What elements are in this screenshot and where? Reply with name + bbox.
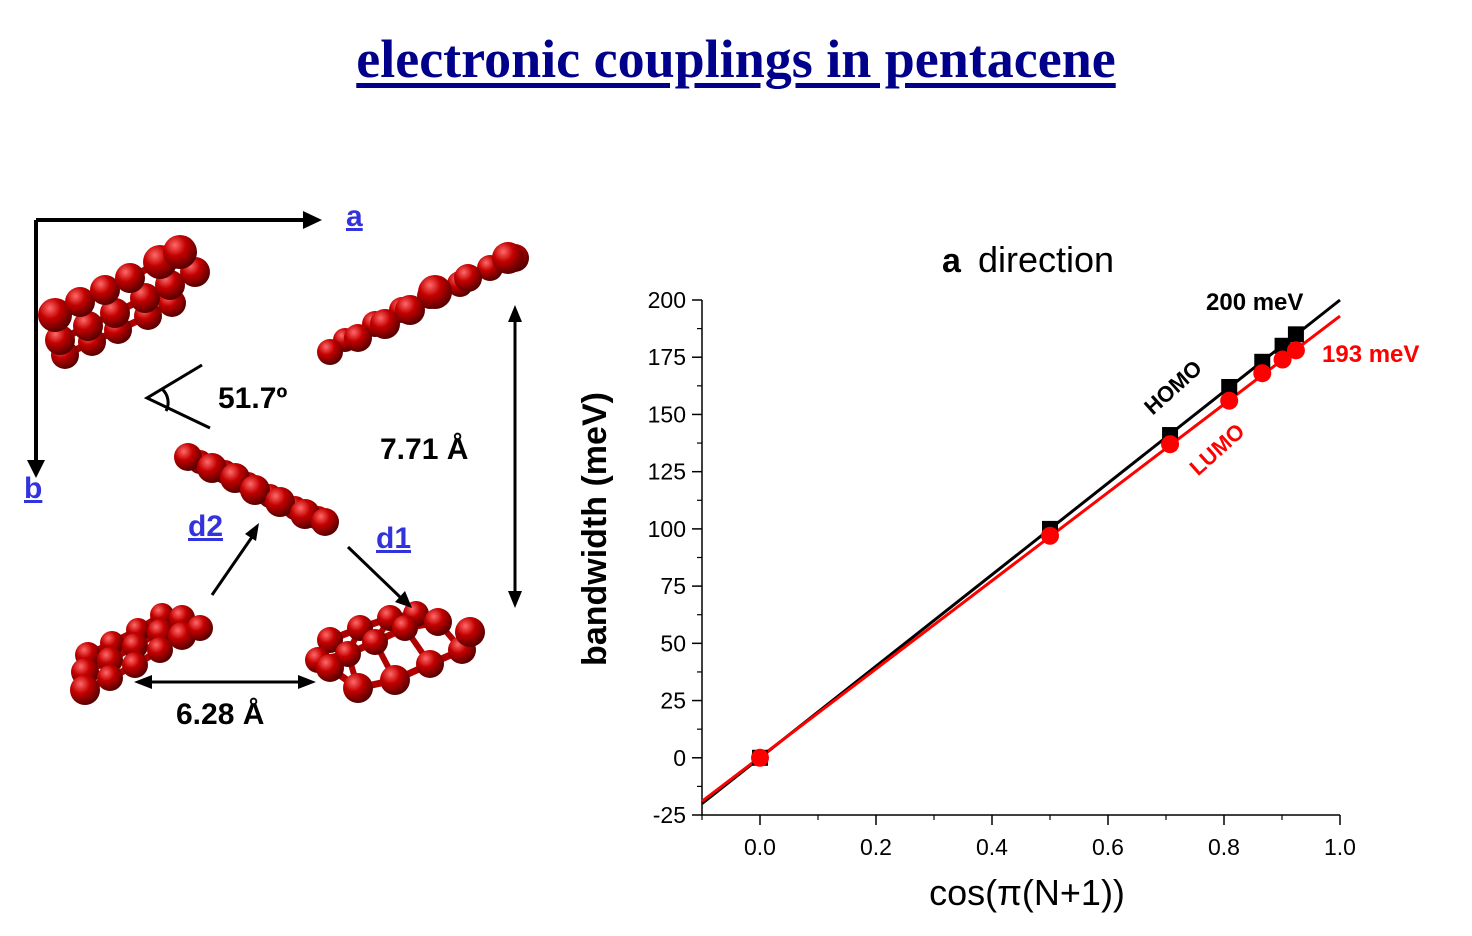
atom	[97, 665, 123, 691]
y-tick-label: 125	[648, 459, 686, 485]
molecule-center	[174, 443, 339, 536]
x-tick-label: 0.8	[1208, 834, 1240, 860]
atom	[147, 637, 173, 663]
atom	[240, 475, 270, 505]
molecule-bottom-left	[70, 603, 213, 705]
a-axis-arrowhead	[303, 211, 322, 229]
atom	[344, 324, 372, 352]
atom	[174, 443, 202, 471]
slide-title: electronic couplings in pentacene	[356, 29, 1116, 89]
atom	[100, 298, 130, 328]
atom	[122, 633, 148, 659]
atom	[454, 264, 482, 292]
chart-title-text: direction	[978, 239, 1114, 280]
d1-arrow	[346, 545, 412, 608]
horizontal-distance-arrow	[134, 675, 316, 689]
atom	[197, 453, 227, 483]
y-tick-label: 25	[660, 688, 686, 714]
lumo-point	[1253, 364, 1272, 383]
atom	[370, 309, 400, 339]
vertical-distance-label: 7.71 Å	[380, 433, 469, 466]
atom	[73, 311, 103, 341]
atom	[492, 242, 524, 274]
y-axis-label: bandwidth (meV)	[576, 392, 614, 666]
x-tick-label: 0.6	[1092, 834, 1124, 860]
atom	[416, 650, 444, 678]
b-axis-arrowhead	[27, 460, 45, 478]
axis-a-label: a	[346, 200, 363, 233]
homo-bandwidth-annotation: 200 meV	[1206, 289, 1303, 316]
data-points	[751, 326, 1305, 767]
molecule-top-left	[38, 235, 210, 369]
lumo-point	[751, 748, 769, 767]
atom	[395, 295, 425, 325]
atom	[316, 654, 344, 682]
bandwidth-chart: a direction -25 0 25 50 75 100 125 150 175 200 0.0…	[576, 239, 1419, 913]
atom	[424, 608, 452, 636]
lumo-point	[1286, 341, 1305, 360]
d2-label: d2	[188, 510, 224, 543]
y-tick-label: 50	[660, 630, 686, 656]
d1-label: d1	[376, 522, 412, 555]
atom	[38, 298, 72, 332]
atom	[65, 287, 95, 317]
atom	[97, 647, 123, 673]
homo-point	[1221, 378, 1238, 395]
homo-point	[1274, 337, 1291, 354]
lumo-point	[1273, 350, 1292, 369]
x-tick-label: 0.0	[744, 834, 776, 860]
chart-axes: -25 0 25 50 75 100 125 150 175 200 0.0 0.2 0.4 0.6 0.8…	[648, 287, 1356, 860]
lumo-point	[1220, 391, 1239, 410]
atom	[265, 487, 295, 517]
atom	[187, 615, 213, 641]
axis-b-label: b	[24, 472, 43, 505]
atom	[362, 629, 388, 655]
pentacene-molecules	[38, 235, 529, 705]
atom	[418, 275, 452, 309]
atom	[70, 675, 100, 705]
lumo-point	[1041, 526, 1059, 545]
atom	[122, 652, 148, 678]
atom	[455, 617, 485, 647]
x-tick-label: 0.4	[976, 834, 1008, 860]
y-tick-label: 175	[648, 344, 686, 370]
homo-series-label: HOMO	[1139, 355, 1207, 419]
x-tick-label: 0.2	[860, 834, 892, 860]
lumo-fit-line	[701, 314, 1341, 803]
atom	[343, 673, 373, 703]
atom	[380, 665, 410, 695]
chart-title: a direction	[942, 239, 1114, 280]
atom	[90, 275, 120, 305]
y-tick-label: 0	[673, 745, 686, 771]
y-tick-label: 100	[648, 516, 686, 542]
x-axis-label: cos(π(N+1))	[929, 872, 1125, 913]
x-tick-label: 1.0	[1324, 834, 1356, 860]
atom	[163, 235, 197, 269]
chart-title-direction-letter: a	[942, 242, 962, 280]
y-tick-label: 75	[660, 573, 686, 599]
y-tick-label: 150	[648, 401, 686, 427]
y-tick-label: -25	[653, 802, 686, 828]
molecule-top-right	[317, 242, 529, 365]
crystal-diagram	[27, 211, 529, 705]
atom	[311, 508, 339, 536]
atom	[45, 325, 75, 355]
y-tick-label: 200	[648, 287, 686, 313]
angle-label: 51.7º	[218, 382, 288, 415]
fit-lines	[701, 298, 1341, 805]
axis-frame	[27, 211, 322, 478]
d2-arrow	[210, 523, 259, 596]
atom	[147, 619, 173, 645]
horizontal-distance-label: 6.28 Å	[176, 698, 265, 731]
angle-icon	[143, 363, 211, 430]
atom	[317, 339, 343, 365]
vertical-distance-arrow	[508, 305, 522, 608]
atom	[317, 627, 343, 653]
lumo-point	[1161, 435, 1180, 454]
atom	[115, 263, 145, 293]
atom	[392, 615, 418, 641]
lumo-bandwidth-annotation: 193 meV	[1322, 341, 1419, 368]
molecule-bottom-right	[305, 601, 485, 703]
homo-point	[1287, 326, 1304, 343]
